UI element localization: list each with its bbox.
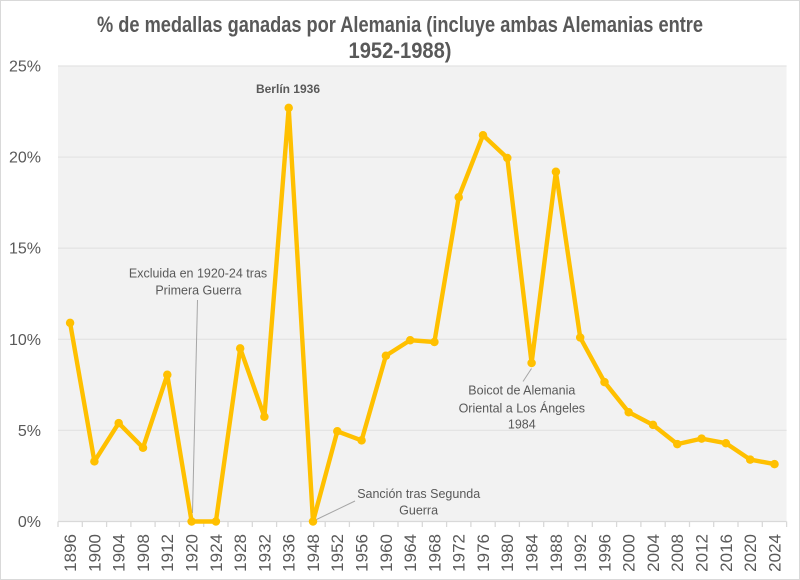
- svg-text:2016: 2016: [717, 534, 736, 572]
- svg-text:1972: 1972: [450, 534, 469, 572]
- svg-text:1920: 1920: [183, 534, 202, 572]
- svg-text:1956: 1956: [353, 534, 372, 572]
- svg-text:1912: 1912: [158, 534, 177, 572]
- svg-text:Oriental a Los Ángeles: Oriental a Los Ángeles: [459, 400, 585, 415]
- svg-text:1908: 1908: [134, 534, 153, 572]
- svg-text:1996: 1996: [595, 534, 614, 572]
- svg-text:1932: 1932: [255, 534, 274, 572]
- svg-text:2024: 2024: [765, 534, 784, 572]
- svg-text:2008: 2008: [668, 534, 687, 572]
- svg-text:1984: 1984: [523, 534, 542, 572]
- svg-text:1988: 1988: [547, 534, 566, 572]
- svg-text:% de medallas ganadas por Alem: % de medallas ganadas por Alemania (incl…: [97, 12, 703, 37]
- svg-text:25%: 25%: [9, 59, 41, 76]
- svg-text:1980: 1980: [498, 534, 517, 572]
- svg-text:1952: 1952: [328, 534, 347, 572]
- svg-text:1936: 1936: [280, 534, 299, 572]
- svg-text:1992: 1992: [571, 534, 590, 572]
- svg-text:Guerra: Guerra: [399, 503, 438, 517]
- svg-text:2000: 2000: [620, 534, 639, 572]
- svg-text:1960: 1960: [377, 534, 396, 572]
- svg-text:5%: 5%: [18, 423, 41, 440]
- svg-text:15%: 15%: [9, 241, 41, 258]
- svg-text:20%: 20%: [9, 150, 41, 167]
- svg-text:2012: 2012: [693, 534, 712, 572]
- svg-text:1976: 1976: [474, 534, 493, 572]
- svg-text:1896: 1896: [61, 534, 80, 572]
- svg-text:1924: 1924: [207, 534, 226, 572]
- svg-text:10%: 10%: [9, 332, 41, 349]
- svg-text:1984: 1984: [508, 417, 536, 431]
- svg-text:Excluida en 1920-24 tras: Excluida en 1920-24 tras: [129, 267, 267, 281]
- svg-text:Sanción tras Segunda: Sanción tras Segunda: [357, 487, 480, 501]
- svg-text:1952-1988): 1952-1988): [349, 38, 452, 63]
- svg-text:2004: 2004: [644, 534, 663, 572]
- svg-text:1948: 1948: [304, 534, 323, 572]
- svg-text:1904: 1904: [110, 534, 129, 572]
- svg-text:1968: 1968: [425, 534, 444, 572]
- svg-text:Berlín 1936: Berlín 1936: [256, 82, 320, 96]
- svg-text:2020: 2020: [741, 534, 760, 572]
- svg-text:0%: 0%: [18, 514, 41, 531]
- svg-text:1964: 1964: [401, 534, 420, 572]
- svg-text:1928: 1928: [231, 534, 250, 572]
- svg-text:Primera Guerra: Primera Guerra: [155, 283, 241, 297]
- svg-text:1900: 1900: [85, 534, 104, 572]
- svg-text:Boicot de Alemania: Boicot de Alemania: [468, 383, 575, 397]
